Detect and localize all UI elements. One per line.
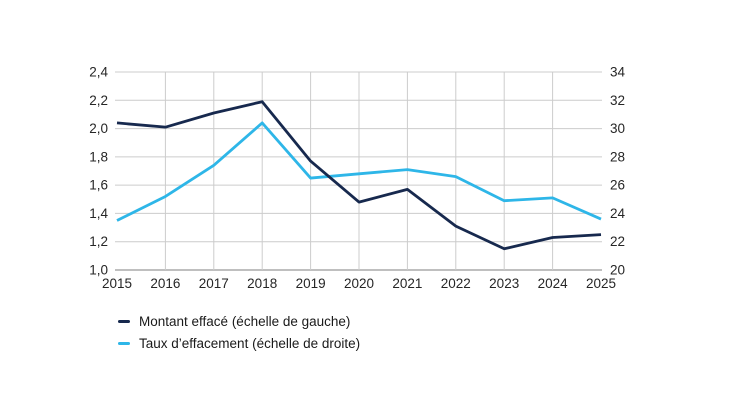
x-axis-tick-label: 2015 [102,276,132,291]
x-axis-tick-label: 2019 [296,276,326,291]
x-axis-tick-label: 2022 [441,276,471,291]
y-axis-right-tick-label: 22 [610,234,625,249]
legend-swatch-montant-efface [118,319,130,323]
y-axis-right-tick-label: 24 [610,206,626,221]
y-axis-left-tick-label: 1,0 [89,263,108,278]
x-axis-tick-label: 2016 [150,276,180,291]
y-axis-right-tick-label: 32 [610,93,625,108]
legend-item-montant-efface: Montant effacé (échelle de gauche) [118,312,360,330]
y-axis-right-tick-label: 20 [610,263,625,278]
x-axis-tick-label: 2018 [247,276,277,291]
y-axis-right-tick-label: 28 [610,149,625,164]
legend-label-taux-effacement: Taux d’effacement (échelle de droite) [139,335,361,351]
series-line-taux-effacement [116,121,602,222]
chart-legend: Montant effacé (échelle de gauche) Taux … [118,312,360,352]
y-axis-left-tick-label: 2,0 [89,121,108,136]
x-axis-tick-label: 2023 [489,276,519,291]
legend-swatch-taux-effacement [118,341,130,345]
x-axis-tick-label: 2017 [199,276,229,291]
y-axis-right-tick-label: 34 [610,65,626,80]
y-axis-left-tick-label: 1,8 [89,149,108,164]
x-axis-tick-label: 2020 [344,276,374,291]
y-axis-left-tick-label: 2,4 [89,65,108,80]
y-axis-left-tick-label: 1,4 [89,206,108,221]
x-axis-tick-label: 2025 [586,276,616,291]
legend-item-taux-effacement: Taux d’effacement (échelle de droite) [118,334,360,352]
y-axis-left-tick-label: 2,2 [89,93,108,108]
x-axis-tick-label: 2024 [538,276,569,291]
legend-label-montant-efface: Montant effacé (échelle de gauche) [139,313,351,329]
y-axis-left-tick-label: 1,6 [89,178,108,193]
y-axis-right-tick-label: 26 [610,178,625,193]
x-axis-tick-label: 2021 [392,276,422,291]
y-axis-left-tick-label: 1,2 [89,234,108,249]
dual-axis-line-chart: 2,4 342,2 322,0 301,8 281,6 261,4 241,2 221,0 20… [89,65,626,292]
y-axis-right-tick-label: 30 [610,121,625,136]
series-line-montant-efface [116,100,602,251]
